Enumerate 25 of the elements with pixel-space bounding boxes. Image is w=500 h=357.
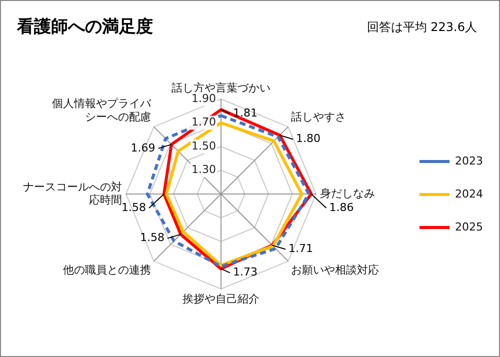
- spoke-label: お願いや相談対応: [291, 263, 380, 276]
- y-tick-label: 1.30: [192, 163, 216, 176]
- y-tick-label: 1.70: [192, 116, 216, 129]
- spoke-label: 他の職員との連携: [62, 263, 151, 276]
- data-label: 1.80: [296, 132, 321, 146]
- data-label: 1.73: [233, 266, 258, 279]
- data-label: 1.69: [130, 141, 156, 154]
- data-label: 1.58: [122, 200, 146, 214]
- spoke-label: 話しやすさ: [291, 110, 346, 124]
- legend-label: 2025: [455, 220, 484, 234]
- text: 回答は平均 223.6人: [366, 19, 477, 36]
- data-label: 1.81: [233, 106, 258, 120]
- spoke-label: ナースコールへの対応時間: [23, 180, 122, 206]
- spoke-label: 個人情報やプライバシーへの配慮: [52, 97, 152, 124]
- data-label: 1.71: [288, 242, 313, 256]
- legend-label: 2023: [455, 154, 484, 168]
- y-tick-label: 1.90: [192, 92, 216, 105]
- spoke-label: 身だしなみ: [320, 186, 375, 200]
- y-tick-label: 1.50: [192, 139, 216, 152]
- legend-label: 2024: [455, 187, 484, 200]
- data-label: 1.86: [329, 200, 354, 214]
- chart-title: 看護師への満足度: [17, 16, 153, 38]
- data-label: 1.58: [140, 231, 164, 244]
- spoke-label: 話し方や言葉づかい: [172, 81, 270, 94]
- spoke-label: 挨拶や自己紹介: [182, 292, 260, 306]
